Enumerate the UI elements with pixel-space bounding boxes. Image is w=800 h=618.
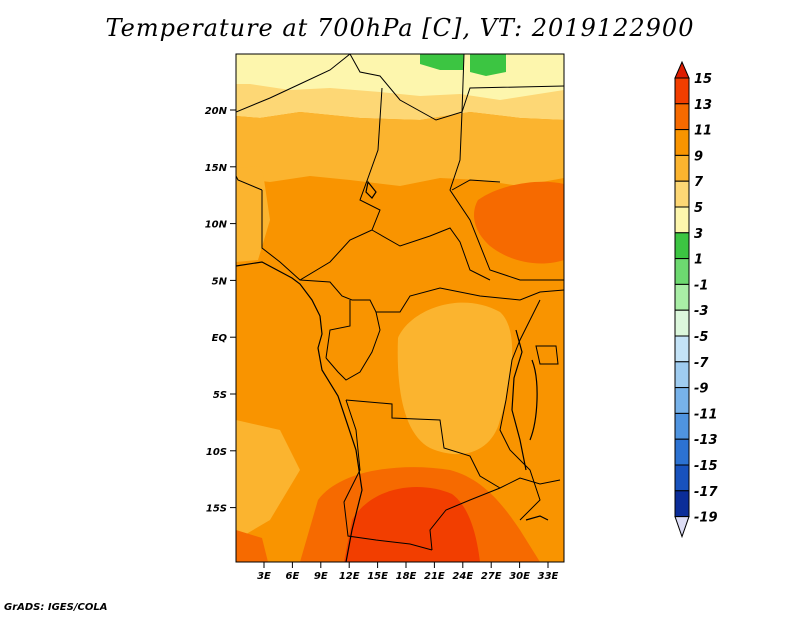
colorbar-bottom-arrow	[674, 516, 690, 539]
colorbar-label: -17	[694, 485, 718, 500]
coastlines	[236, 180, 549, 562]
lon-label: 24E	[452, 571, 473, 582]
lat-label: 5N	[212, 276, 228, 287]
colorbar-label: -1	[694, 278, 708, 293]
map-frame	[235, 53, 565, 563]
lat-label: 15S	[206, 504, 227, 515]
lat-label: EQ	[212, 333, 228, 344]
colorbar-box	[674, 258, 690, 285]
colorbar-box	[674, 438, 690, 466]
colorbar-box	[674, 103, 690, 131]
colorbar-label: 3	[694, 227, 703, 242]
colorbar-label: -15	[694, 459, 718, 474]
lat-label: 20N	[205, 106, 228, 117]
colorbar-label: 9	[694, 149, 703, 164]
colorbar-box	[674, 412, 690, 440]
lon-label: 12E	[339, 571, 360, 582]
colorbar-top-arrow	[674, 60, 690, 79]
lon-label: 33E	[538, 571, 559, 582]
lat-label: 10S	[206, 447, 227, 458]
colorbar-label: 5	[694, 201, 703, 216]
lon-label: 3E	[257, 571, 271, 582]
colorbar-label: -19	[694, 511, 718, 526]
colorbar-label: -7	[694, 356, 709, 371]
lon-label: 18E	[396, 571, 417, 582]
field-13c-south	[344, 486, 480, 562]
map-title: Temperature at 700hPa [C], VT: 201912290…	[105, 14, 695, 42]
colorbar-box	[674, 283, 690, 311]
colorbar-label: 13	[694, 98, 712, 113]
colorbar-box	[674, 464, 690, 492]
colorbar: 15 13 11 9 7 5 3 1 -1 -3 -5 -7 -9 -11 -13 -15 -17 -19	[674, 60, 718, 539]
field-7c-congo-basin	[397, 302, 513, 455]
longitude-axis: 3E 6E 9E 12E 15E 18E 21E 24E 27E 30E 33E	[257, 562, 559, 582]
colorbar-box	[674, 77, 690, 105]
lon-label: 21E	[424, 571, 445, 582]
lon-label: 30E	[509, 571, 530, 582]
field-1c-north-patch	[420, 54, 464, 70]
colorbar-box	[674, 232, 690, 260]
lon-label: 15E	[367, 571, 388, 582]
latitude-axis: 20N 15N 10N 5N EQ 5S 10S 15S	[205, 106, 236, 515]
lon-label: 27E	[481, 571, 502, 582]
colorbar-box	[674, 490, 690, 518]
colorbar-box	[674, 309, 690, 337]
colorbar-box	[674, 387, 690, 414]
field-13c-southwest-corner	[236, 530, 268, 562]
colorbar-box	[674, 180, 690, 208]
colorbar-box	[674, 206, 690, 234]
colorbar-label: -3	[694, 304, 708, 319]
lat-label: 5S	[213, 390, 227, 401]
temperature-field	[236, 54, 564, 562]
grads-credit: GrADS: IGES/COLA	[4, 602, 108, 613]
colorbar-box	[674, 335, 690, 363]
colorbar-label: -11	[694, 407, 718, 422]
lon-label: 6E	[286, 571, 300, 582]
field-7c-sahel	[236, 112, 564, 186]
lat-label: 10N	[205, 220, 228, 231]
field-7c-southwest	[236, 420, 300, 540]
colorbar-label: -9	[694, 382, 708, 397]
field-1c-north-patch-east	[470, 54, 506, 76]
colorbar-label: 1	[694, 253, 703, 268]
lat-label: 15N	[205, 163, 228, 174]
colorbar-label: -5	[694, 330, 708, 345]
colorbar-box	[674, 361, 690, 389]
field-11c-east	[474, 181, 564, 264]
country-borders	[236, 54, 564, 551]
colorbar-label: -13	[694, 433, 718, 448]
lon-label: 9E	[314, 571, 328, 582]
colorbar-box	[674, 129, 690, 156]
colorbar-label: 15	[694, 72, 712, 87]
colorbar-label: 11	[694, 124, 712, 139]
colorbar-box	[674, 154, 690, 182]
colorbar-label: 7	[694, 175, 704, 190]
